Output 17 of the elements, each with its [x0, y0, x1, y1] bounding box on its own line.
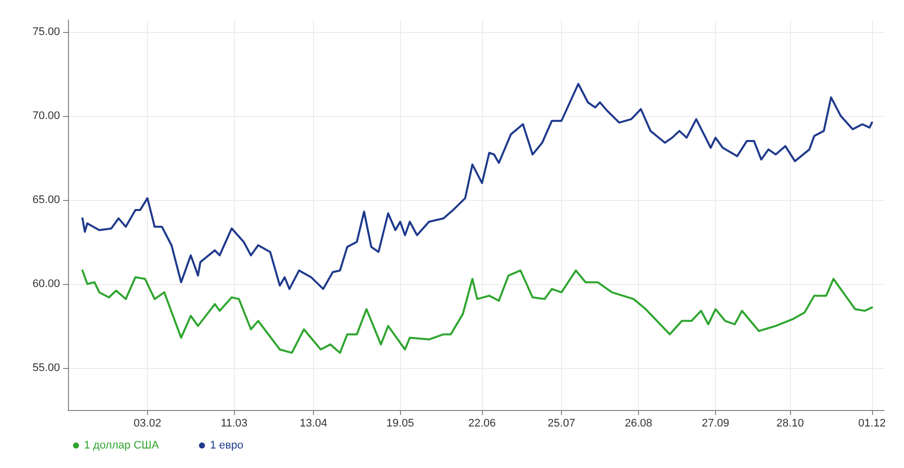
x-tick-label: 27.09 [702, 418, 730, 430]
legend-label: 1 евро [210, 440, 244, 452]
x-tick-label: 03.02 [134, 418, 162, 430]
x-tick-label: 28.10 [776, 418, 804, 430]
y-tick-label: 75.00 [32, 26, 60, 38]
x-tick-label: 11.03 [220, 418, 248, 430]
x-tick-label: 19.05 [386, 418, 414, 430]
x-tick-label: 26.08 [624, 418, 652, 430]
y-tick-label: 60.00 [32, 278, 60, 290]
legend-label: 1 доллар США [84, 440, 160, 452]
x-tick-label: 22.06 [468, 418, 496, 430]
y-tick-label: 70.00 [32, 110, 60, 122]
x-tick-label: 25.07 [548, 418, 576, 430]
x-tick-label: 13.04 [300, 418, 328, 430]
y-tick-label: 65.00 [32, 194, 60, 206]
x-tick-label: 01.12 [858, 418, 886, 430]
y-tick-label: 55.00 [32, 362, 60, 374]
